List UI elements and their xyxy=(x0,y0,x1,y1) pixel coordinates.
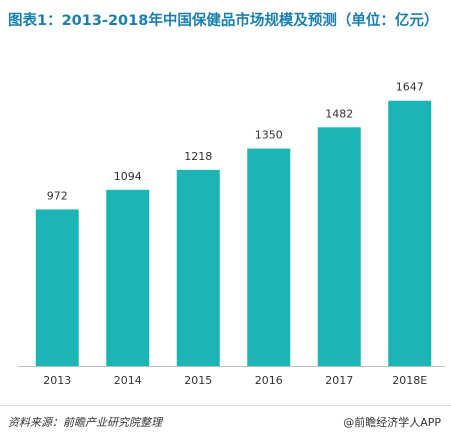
x-tick-label-2013: 2013 xyxy=(43,374,71,387)
x-tick-label-2016: 2016 xyxy=(255,374,283,387)
chart-title: 图表1：2013-2018年中国保健品市场规模及预测（单位：亿元） xyxy=(8,13,439,29)
value-label-2016: 1350 xyxy=(255,129,283,142)
bar-2015 xyxy=(176,169,220,366)
value-label-2014: 1094 xyxy=(114,170,142,183)
bar-2018E xyxy=(388,100,432,367)
bars-group xyxy=(35,100,432,367)
value-label-2018E: 1647 xyxy=(396,81,424,94)
footer-divider xyxy=(0,405,451,406)
value-labels-group: 972 1094 1218 1350 1482 1647 xyxy=(47,81,424,203)
x-tick-labels-group: 2013 2014 2015 2016 2017 2018E xyxy=(43,374,427,387)
x-tick-label-2017: 2017 xyxy=(325,374,353,387)
source-note: 资料来源：前瞻产业研究院整理 xyxy=(8,416,162,429)
x-tick-label-2018E: 2018E xyxy=(392,374,427,387)
x-tick-label-2015: 2015 xyxy=(184,374,212,387)
bar-2013 xyxy=(35,209,79,366)
x-tick-label-2014: 2014 xyxy=(114,374,142,387)
bar-2017 xyxy=(317,127,361,366)
brand-credit: @前瞻经济学人APP xyxy=(343,416,441,429)
bar-2014 xyxy=(106,189,150,366)
value-label-2013: 972 xyxy=(47,189,68,202)
bar-2016 xyxy=(247,148,291,366)
value-label-2017: 1482 xyxy=(325,107,353,120)
value-label-2015: 1218 xyxy=(184,150,212,163)
